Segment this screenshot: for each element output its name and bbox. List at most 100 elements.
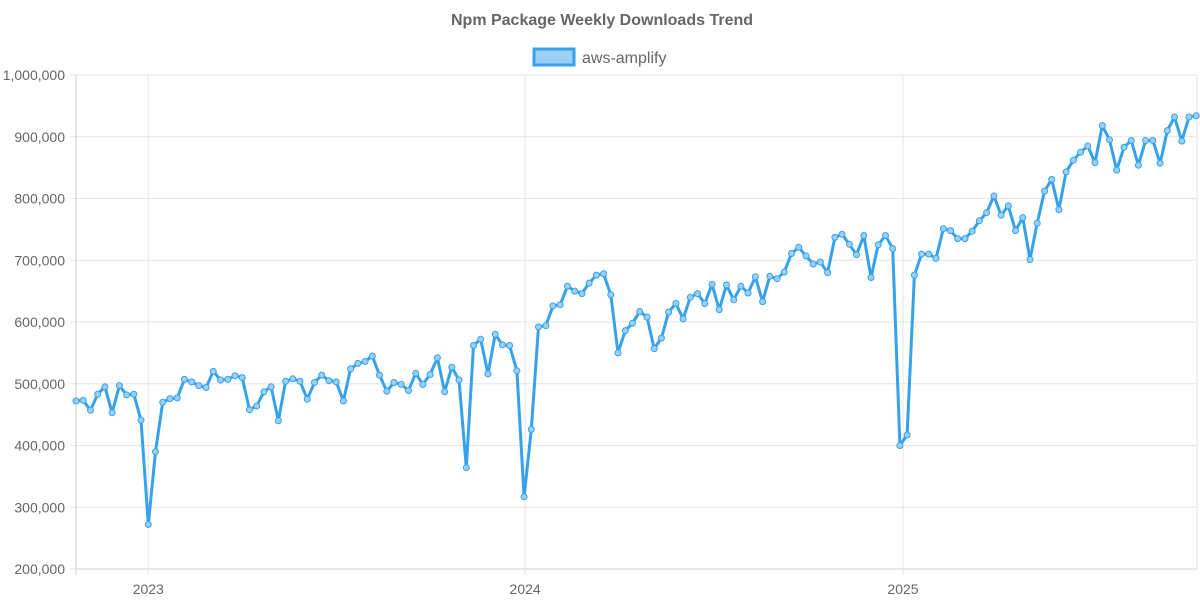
data-point[interactable] <box>643 313 651 321</box>
data-point[interactable] <box>1171 113 1178 121</box>
data-point[interactable] <box>470 342 477 349</box>
data-point[interactable] <box>730 296 738 304</box>
data-point[interactable] <box>715 306 723 314</box>
data-point[interactable] <box>556 301 564 309</box>
data-point[interactable] <box>1019 214 1027 222</box>
data-point[interactable] <box>238 374 246 382</box>
data-point[interactable] <box>397 380 405 388</box>
data-point[interactable] <box>759 298 767 306</box>
data-point[interactable] <box>188 378 196 386</box>
data-point[interactable] <box>564 282 571 290</box>
data-point[interactable] <box>477 335 485 343</box>
data-point[interactable] <box>520 493 528 501</box>
data-point[interactable] <box>932 254 940 262</box>
data-point[interactable] <box>947 227 954 235</box>
data-point[interactable] <box>289 375 297 383</box>
data-point[interactable] <box>253 402 261 410</box>
data-point[interactable] <box>209 367 217 375</box>
data-point[interactable] <box>795 243 803 251</box>
data-point[interactable] <box>990 192 998 200</box>
data-point[interactable] <box>744 289 752 297</box>
data-point[interactable] <box>332 378 340 386</box>
data-point[interactable] <box>527 425 535 433</box>
data-point[interactable] <box>426 371 434 378</box>
data-point[interactable] <box>802 252 810 260</box>
data-point[interactable] <box>882 232 889 239</box>
data-point[interactable] <box>1163 127 1171 135</box>
data-point[interactable] <box>1106 136 1113 144</box>
data-point[interactable] <box>1127 137 1135 144</box>
data-point[interactable] <box>412 369 420 377</box>
data-point[interactable] <box>361 358 369 365</box>
data-point[interactable] <box>708 280 716 288</box>
data-point[interactable] <box>831 233 839 241</box>
data-point[interactable] <box>578 290 586 298</box>
data-point[interactable] <box>889 245 897 252</box>
data-point[interactable] <box>997 211 1005 219</box>
data-point[interactable] <box>679 315 687 323</box>
data-point[interactable] <box>600 270 608 278</box>
data-point[interactable] <box>1091 159 1099 167</box>
data-point[interactable] <box>1120 143 1128 151</box>
data-point[interactable] <box>448 363 456 371</box>
data-point[interactable] <box>636 308 644 315</box>
data-point[interactable] <box>159 398 167 406</box>
data-point[interactable] <box>535 323 542 331</box>
data-point[interactable] <box>72 397 80 405</box>
data-point[interactable] <box>390 379 398 386</box>
legend-label[interactable]: aws-amplify <box>582 50 666 67</box>
data-point[interactable] <box>339 397 347 405</box>
data-point[interactable] <box>629 319 636 327</box>
data-point[interactable] <box>108 409 116 417</box>
data-point[interactable] <box>1134 161 1142 169</box>
data-point[interactable] <box>723 281 730 289</box>
data-point[interactable] <box>853 251 860 259</box>
data-point[interactable] <box>657 334 665 342</box>
data-point[interactable] <box>318 371 326 379</box>
data-point[interactable] <box>665 308 673 316</box>
data-point[interactable] <box>1084 142 1092 150</box>
data-point[interactable] <box>1026 256 1034 264</box>
data-point[interactable] <box>614 349 622 357</box>
data-point[interactable] <box>491 330 499 338</box>
data-point[interactable] <box>405 387 412 394</box>
data-point[interactable] <box>484 370 492 378</box>
data-point[interactable] <box>217 376 224 384</box>
data-point[interactable] <box>433 354 441 362</box>
data-point[interactable] <box>983 209 991 217</box>
data-point[interactable] <box>1149 137 1157 144</box>
data-point[interactable] <box>571 287 579 295</box>
data-point[interactable] <box>376 371 383 379</box>
data-point[interactable] <box>101 383 109 391</box>
data-point[interactable] <box>419 380 427 388</box>
data-point[interactable] <box>296 377 304 385</box>
data-point[interactable] <box>549 302 557 310</box>
data-point[interactable] <box>1178 137 1186 145</box>
data-point[interactable] <box>1192 112 1200 120</box>
data-point[interactable] <box>542 322 550 330</box>
data-point[interactable] <box>123 391 131 399</box>
data-point[interactable] <box>672 300 680 307</box>
data-point[interactable] <box>809 260 817 268</box>
data-point[interactable] <box>79 396 87 404</box>
data-point[interactable] <box>462 464 470 472</box>
data-point[interactable] <box>968 227 976 235</box>
data-point[interactable] <box>130 390 138 398</box>
data-point[interactable] <box>961 235 969 243</box>
data-point[interactable] <box>1055 206 1063 214</box>
data-point[interactable] <box>918 250 926 258</box>
data-point[interactable] <box>506 342 514 349</box>
data-point[interactable] <box>144 521 152 528</box>
data-point[interactable] <box>860 232 868 239</box>
data-point[interactable] <box>202 384 210 391</box>
data-point[interactable] <box>939 225 947 233</box>
data-point[interactable] <box>925 250 933 258</box>
data-point[interactable] <box>824 269 832 277</box>
data-point[interactable] <box>773 275 781 283</box>
data-point[interactable] <box>737 282 745 290</box>
data-point[interactable] <box>621 327 629 335</box>
data-point[interactable] <box>1098 122 1106 130</box>
data-point[interactable] <box>441 388 449 396</box>
data-point[interactable] <box>1004 202 1012 210</box>
data-point[interactable] <box>152 448 159 456</box>
